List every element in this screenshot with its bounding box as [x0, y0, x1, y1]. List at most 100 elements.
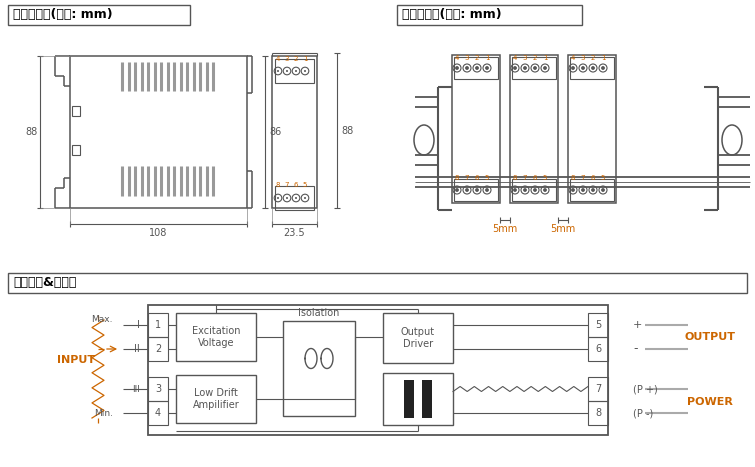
Bar — [70, 56, 247, 208]
Text: 4: 4 — [513, 55, 517, 61]
Text: 8: 8 — [595, 408, 601, 418]
Text: OUTPUT: OUTPUT — [685, 332, 735, 342]
Text: 1: 1 — [485, 55, 489, 61]
Circle shape — [476, 67, 478, 69]
Circle shape — [514, 67, 516, 69]
Circle shape — [277, 70, 279, 72]
Bar — [570, 179, 614, 201]
Text: 2: 2 — [475, 55, 479, 61]
Text: 安装示意图(单位: mm): 安装示意图(单位: mm) — [402, 8, 501, 21]
Text: 23.5: 23.5 — [284, 228, 305, 238]
Text: 6: 6 — [533, 175, 538, 181]
Circle shape — [277, 197, 279, 199]
Circle shape — [592, 67, 594, 69]
Text: 7: 7 — [285, 182, 289, 188]
Text: III: III — [132, 384, 140, 394]
Text: Low Drift
Ampilifier: Low Drift Ampilifier — [193, 388, 239, 410]
Text: 86: 86 — [269, 127, 281, 137]
Text: 6: 6 — [294, 182, 298, 188]
Circle shape — [295, 197, 297, 199]
Circle shape — [602, 189, 604, 191]
Text: 4: 4 — [455, 55, 459, 61]
Bar — [383, 313, 453, 363]
Bar — [383, 373, 453, 425]
Text: 8: 8 — [276, 182, 280, 188]
Circle shape — [582, 67, 584, 69]
Text: 8: 8 — [455, 175, 459, 181]
Bar — [588, 337, 608, 361]
Bar — [512, 57, 556, 79]
Circle shape — [466, 189, 468, 191]
Text: 6: 6 — [595, 344, 601, 354]
Circle shape — [544, 189, 546, 191]
Text: 88: 88 — [341, 126, 353, 135]
Text: 2: 2 — [155, 344, 161, 354]
Circle shape — [534, 189, 536, 191]
Circle shape — [485, 67, 488, 69]
Text: 5: 5 — [543, 175, 547, 181]
Bar — [72, 106, 80, 116]
Text: Isolation: Isolation — [298, 308, 340, 318]
Text: 6: 6 — [590, 175, 595, 181]
Bar — [283, 321, 355, 416]
Circle shape — [286, 70, 288, 72]
Bar — [148, 337, 168, 361]
Bar — [404, 380, 414, 418]
Circle shape — [286, 197, 288, 199]
Text: 8: 8 — [513, 175, 517, 181]
Text: 2: 2 — [533, 55, 538, 61]
Text: 88: 88 — [25, 127, 37, 137]
Bar — [454, 179, 498, 201]
Text: 5: 5 — [601, 175, 606, 181]
Bar — [176, 313, 256, 361]
Text: POWER: POWER — [687, 397, 733, 407]
Text: 2: 2 — [591, 55, 595, 61]
Circle shape — [592, 189, 594, 191]
Bar — [8, 273, 747, 293]
Text: 7: 7 — [465, 175, 470, 181]
Text: 5mm: 5mm — [492, 224, 518, 234]
Circle shape — [466, 67, 468, 69]
Bar — [148, 313, 168, 337]
Text: 6: 6 — [475, 175, 479, 181]
Circle shape — [485, 189, 488, 191]
Text: 5: 5 — [595, 320, 601, 330]
Bar — [148, 377, 168, 401]
Circle shape — [295, 70, 297, 72]
Text: 2: 2 — [294, 56, 298, 62]
Text: 7: 7 — [522, 175, 527, 181]
Text: INPUT: INPUT — [57, 355, 95, 365]
Bar — [512, 179, 556, 201]
Text: 电路原理&接线图: 电路原理&接线图 — [13, 276, 76, 290]
Text: II: II — [134, 344, 140, 354]
Bar — [510, 55, 558, 203]
Text: 3: 3 — [522, 55, 527, 61]
Bar — [588, 377, 608, 401]
Circle shape — [602, 67, 604, 69]
Text: 5mm: 5mm — [550, 224, 575, 234]
Circle shape — [456, 67, 458, 69]
Bar — [72, 145, 80, 155]
Text: Max.: Max. — [91, 314, 113, 324]
Bar — [422, 380, 432, 418]
Text: Output
Driver: Output Driver — [401, 327, 435, 349]
Circle shape — [544, 67, 546, 69]
Circle shape — [572, 189, 575, 191]
Bar — [272, 56, 317, 208]
Bar — [570, 57, 614, 79]
Bar — [148, 401, 168, 425]
Text: 4: 4 — [276, 56, 280, 62]
Bar — [275, 186, 314, 210]
Bar — [397, 5, 582, 25]
Bar — [148, 305, 608, 435]
Circle shape — [524, 189, 526, 191]
Circle shape — [304, 197, 306, 199]
Text: (P +): (P +) — [633, 384, 658, 394]
Text: 7: 7 — [581, 175, 585, 181]
Text: 外形尺寸图(单位: mm): 外形尺寸图(单位: mm) — [13, 8, 112, 21]
Text: 3: 3 — [581, 55, 585, 61]
Text: 3: 3 — [285, 56, 289, 62]
Text: 8: 8 — [571, 175, 575, 181]
Bar — [8, 5, 190, 25]
Text: Excitation
Voltage: Excitation Voltage — [192, 326, 240, 348]
